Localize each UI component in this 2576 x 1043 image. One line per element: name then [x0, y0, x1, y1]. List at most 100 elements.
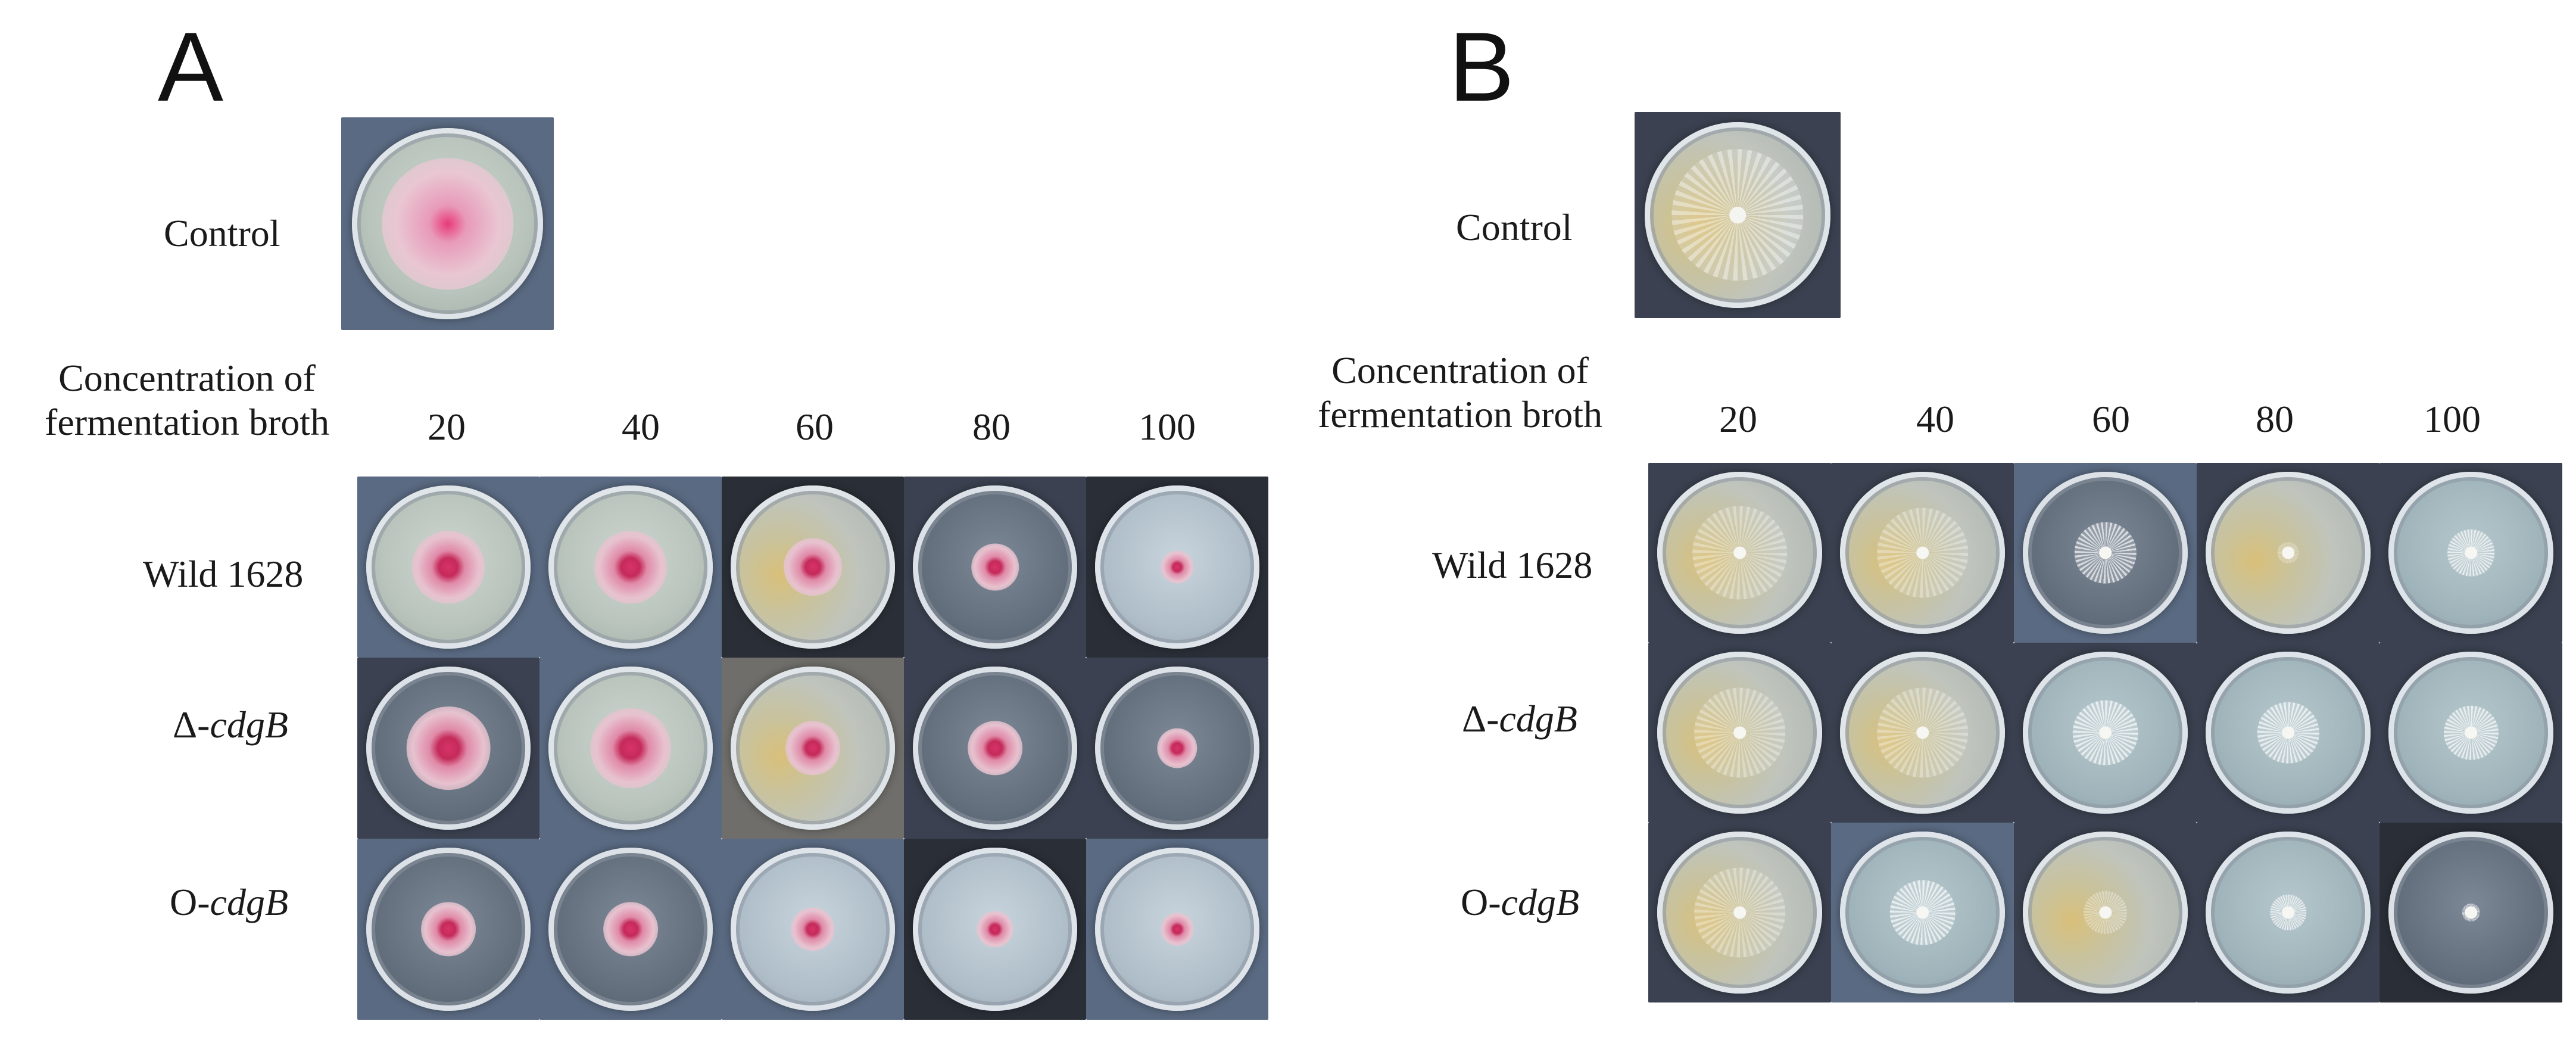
concentration-label-line2: fermentation broth — [1318, 393, 1603, 435]
plate-image — [904, 658, 1086, 839]
agar-plug — [2464, 546, 2478, 559]
agar-plug — [1916, 546, 1929, 559]
row-label-wild: Wild 1628 — [1432, 543, 1592, 587]
plate-image — [2197, 643, 2379, 823]
plate-image — [1086, 477, 1268, 658]
agar-plug — [1733, 906, 1747, 919]
concentration-value: 40 — [622, 406, 660, 448]
agar-plug — [1916, 906, 1929, 919]
concentration-value: 20 — [1719, 398, 1757, 440]
colony — [421, 902, 476, 957]
panel-letter: A — [158, 12, 224, 122]
concentration-value: 60 — [796, 406, 834, 448]
control-label: Control — [1456, 206, 1573, 248]
plate-image — [2197, 823, 2379, 1002]
plate-image — [1648, 463, 1831, 643]
row-label-prefix: O- — [170, 881, 210, 923]
agar-plug — [1916, 726, 1929, 739]
colony — [594, 531, 668, 603]
row-label-gene: cdgB — [1501, 881, 1580, 923]
row-label-overexpression: O-cdgB — [1461, 880, 1579, 924]
plate-image — [904, 477, 1086, 658]
control-label: Control — [164, 212, 280, 254]
row-label-gene: cdgB — [210, 703, 288, 746]
plate-image — [539, 477, 722, 658]
colony — [968, 721, 1022, 776]
agar-plug — [2464, 726, 2478, 739]
concentration-value: 40 — [1916, 398, 1954, 440]
panel-b: B Control Concentration of fermentation … — [1288, 0, 2576, 1043]
agar-plug — [2281, 726, 2295, 739]
plate-image — [539, 839, 722, 1020]
concentration-value: 100 — [2424, 398, 2481, 440]
plate-image — [2379, 643, 2562, 823]
colony — [406, 706, 491, 790]
agar-plug — [1733, 546, 1747, 559]
row-label-text: Wild 1628 — [1432, 544, 1593, 586]
panel-a: A Control Concentration of fermentation … — [45, 12, 1268, 1020]
concentration-value: 80 — [972, 406, 1011, 448]
row-label-wild: Wild 1628 — [143, 552, 303, 596]
colony — [590, 708, 671, 788]
colony — [784, 538, 842, 596]
concentration-label-line2: fermentation broth — [45, 400, 330, 443]
colony — [411, 531, 485, 603]
agar-plug — [1733, 726, 1747, 739]
agar-plug — [2464, 906, 2478, 919]
plate-image — [1086, 658, 1268, 839]
plate-image — [1831, 823, 2014, 1002]
colony — [1157, 728, 1197, 768]
colony — [1161, 550, 1194, 584]
colony — [603, 902, 658, 957]
plate-image — [1831, 643, 2014, 823]
plate-image — [2379, 823, 2562, 1002]
plate-image — [2014, 643, 2197, 823]
concentration-value: 20 — [428, 406, 466, 448]
row-label-prefix: Δ- — [1462, 698, 1499, 740]
concentration-label: Concentration of fermentation broth — [45, 356, 329, 444]
agar-plug — [2281, 546, 2295, 559]
plate-image — [357, 658, 539, 839]
plate-image — [357, 839, 539, 1020]
agar-plug — [2098, 906, 2112, 919]
plate-image — [2014, 823, 2197, 1002]
concentration-value: 100 — [1139, 406, 1196, 448]
agar-plug — [2098, 546, 2112, 559]
plate-image — [2014, 463, 2197, 643]
control-plate — [341, 117, 554, 330]
concentration-value: 80 — [2256, 398, 2294, 440]
plate-image — [904, 839, 1086, 1020]
plate-image — [1086, 839, 1268, 1020]
colony — [791, 907, 835, 951]
row-label-prefix: O- — [1461, 881, 1501, 923]
plate-image — [1648, 643, 1831, 823]
plate-image — [2197, 463, 2379, 643]
agar-plug — [2281, 906, 2295, 919]
plate-image — [722, 658, 904, 839]
colony — [785, 721, 840, 776]
plate-image — [722, 477, 904, 658]
colony — [977, 911, 1013, 948]
row-label-delta: Δ-cdgB — [173, 703, 288, 747]
control-plate — [1635, 112, 1841, 318]
plate-image — [357, 477, 539, 658]
colony — [971, 543, 1019, 591]
concentration-label: Concentration of fermentation broth — [1318, 348, 1602, 436]
row-label-gene: cdgB — [210, 881, 289, 923]
concentration-label-line1: Concentration of — [1331, 349, 1589, 391]
agar-plug — [2098, 726, 2112, 739]
row-label-prefix: Δ- — [173, 703, 210, 746]
panel-letter: B — [1449, 12, 1515, 122]
row-label-text: Wild 1628 — [143, 553, 304, 595]
plate-image — [722, 839, 904, 1020]
concentration-value: 60 — [2092, 398, 2130, 440]
row-label-gene: cdgB — [1499, 698, 1577, 740]
colony — [1161, 913, 1194, 946]
row-label-overexpression: O-cdgB — [170, 880, 288, 924]
plate-image — [2379, 463, 2562, 643]
concentration-label-line1: Concentration of — [58, 357, 316, 399]
row-label-delta: Δ-cdgB — [1462, 697, 1577, 741]
plate-image — [539, 658, 722, 839]
plate-image — [1648, 823, 1831, 1002]
plate-image — [1831, 463, 2014, 643]
